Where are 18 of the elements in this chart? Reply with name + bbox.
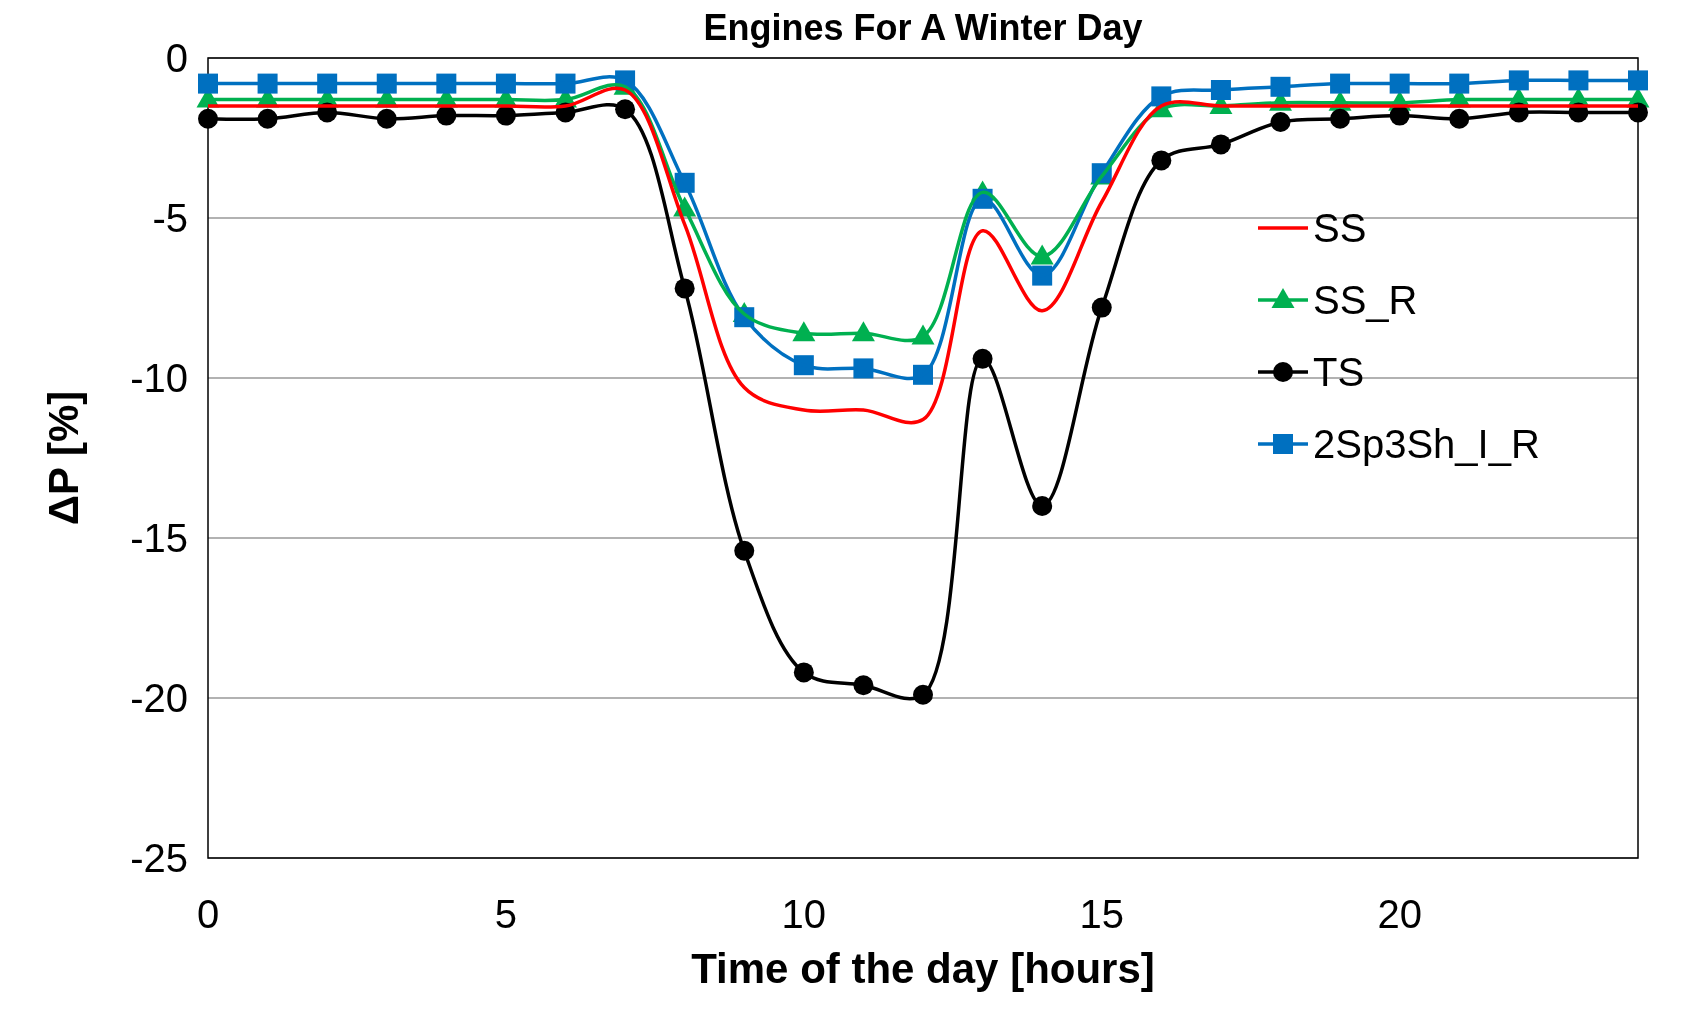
x-axis-title: Time of the day [hours] bbox=[691, 945, 1155, 992]
chart-title: Engines For A Winter Day bbox=[703, 7, 1143, 48]
y-tick-label: -25 bbox=[130, 836, 188, 880]
y-tick-label: -20 bbox=[130, 676, 188, 720]
legend-label: SS bbox=[1313, 206, 1367, 250]
legend-label: TS bbox=[1313, 350, 1365, 394]
y-tick-label: 0 bbox=[165, 36, 188, 80]
y-axis-title: ΔP [%] bbox=[40, 390, 87, 526]
y-tick-label: -15 bbox=[130, 516, 188, 560]
legend-label: 2Sp3Sh_I_R bbox=[1313, 422, 1540, 466]
legend-label: SS_R bbox=[1313, 278, 1418, 322]
y-tick-label: -10 bbox=[130, 356, 188, 400]
x-tick-label: 20 bbox=[1377, 892, 1422, 936]
x-tick-label: 15 bbox=[1079, 892, 1124, 936]
x-tick-label: 5 bbox=[494, 892, 518, 936]
y-tick-label: -5 bbox=[152, 196, 188, 240]
x-tick-label: 10 bbox=[781, 892, 827, 936]
x-tick-label: 0 bbox=[196, 892, 220, 936]
